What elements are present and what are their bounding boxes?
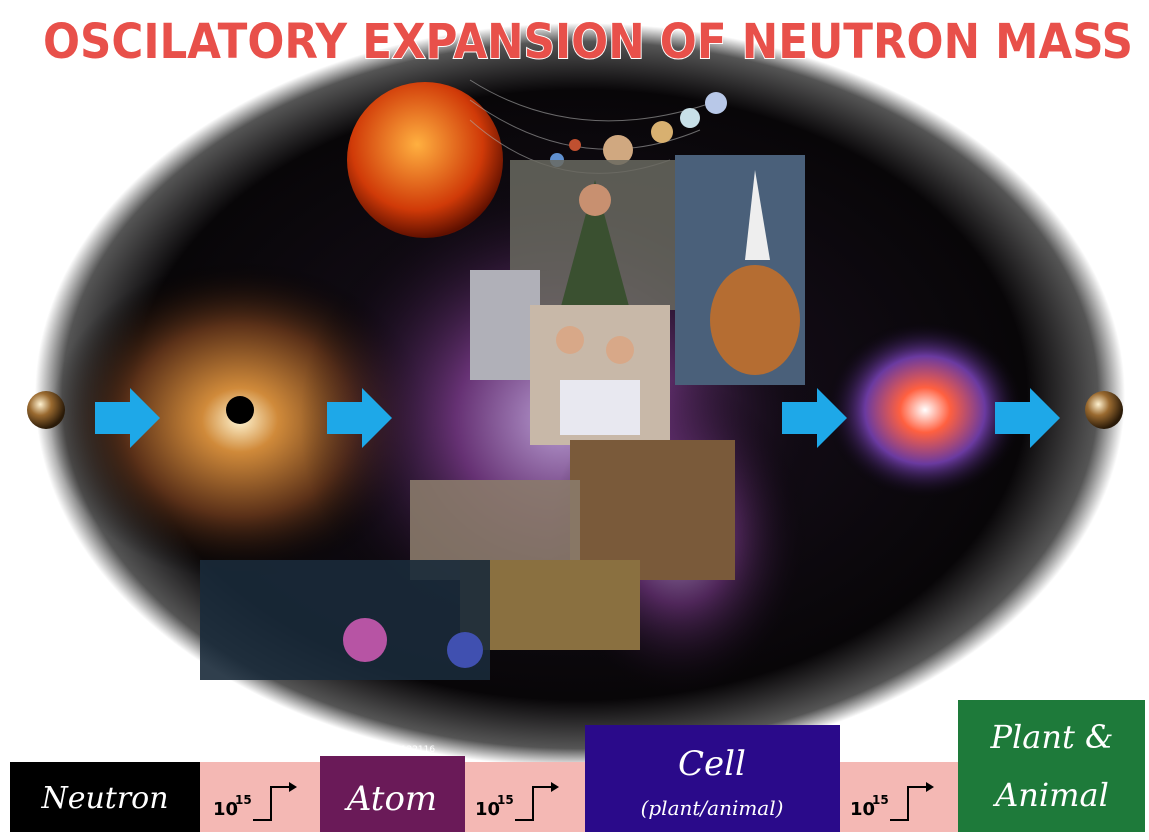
step-arrow xyxy=(890,786,926,821)
title: OSCILATORY EXPANSION OF NEUTRON MASS xyxy=(43,14,1133,70)
step-arrow xyxy=(515,786,551,821)
neutron-box xyxy=(10,762,200,832)
arrow xyxy=(95,388,160,448)
galaxy-burst xyxy=(825,320,1025,500)
copyright: ©REDRACHT@20122116 xyxy=(322,745,435,755)
sun xyxy=(347,82,503,238)
power-exponent: 15 xyxy=(497,793,514,807)
step-arrow xyxy=(253,786,289,821)
planets xyxy=(550,92,727,167)
arrow xyxy=(782,388,847,448)
step-label: Plant & xyxy=(990,718,1114,756)
step-label: Atom xyxy=(344,779,437,819)
neutron-sphere xyxy=(27,391,65,429)
power-exponent: 15 xyxy=(872,793,889,807)
arrow xyxy=(327,388,392,448)
flow-arrows xyxy=(95,388,1060,448)
flow-band xyxy=(195,762,965,832)
collage xyxy=(200,155,805,680)
power-base: 10 xyxy=(213,799,238,820)
power-exponent: 15 xyxy=(235,793,252,807)
background xyxy=(35,23,1125,767)
cell-box xyxy=(585,725,840,832)
step-label: Cell xyxy=(678,744,746,784)
plant-animal-box xyxy=(958,700,1145,832)
neutron-sphere xyxy=(1085,391,1123,429)
step-label: Neutron xyxy=(40,781,168,816)
arrow-head xyxy=(289,782,297,792)
black-hole xyxy=(226,396,254,424)
power-base: 10 xyxy=(850,799,875,820)
power-base: 10 xyxy=(475,799,500,820)
step-sublabel: (plant/animal) xyxy=(641,796,784,820)
step-label: Animal xyxy=(992,776,1109,814)
arrow-head xyxy=(926,782,934,792)
arrow xyxy=(995,388,1060,448)
spheres xyxy=(27,391,1123,429)
arrow-head xyxy=(551,782,559,792)
atom-box xyxy=(320,756,465,832)
